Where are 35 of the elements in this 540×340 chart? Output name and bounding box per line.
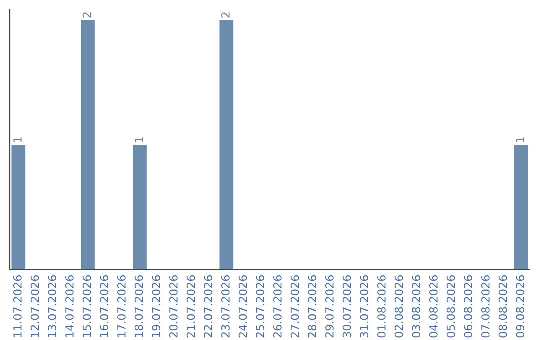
x-tick-label: 30.07.2026 bbox=[342, 276, 352, 338]
x-tick-label: 20.07.2026 bbox=[169, 276, 178, 338]
x-tick-label: 04.08.2026 bbox=[429, 276, 438, 338]
x-tick-label: 01.08.2026 bbox=[377, 276, 386, 338]
x-tick-label: 09.08.2026 bbox=[516, 276, 525, 338]
x-tick-label: 27.07.2026 bbox=[290, 276, 300, 338]
x-tick-label: 25.07.2026 bbox=[256, 276, 265, 338]
data-label: 2 bbox=[221, 12, 230, 18]
x-tick-label: 02.08.2026 bbox=[394, 276, 404, 338]
x-tick-label: 11.07.2026 bbox=[13, 276, 22, 338]
x-tick-label: 05.08.2026 bbox=[446, 276, 456, 338]
x-tick-label: 03.08.2026 bbox=[412, 276, 421, 338]
x-tick-label: 26.07.2026 bbox=[273, 276, 282, 338]
data-label: 1 bbox=[14, 138, 22, 142]
x-tick-label: 07.08.2026 bbox=[481, 276, 490, 338]
x-tick-label: 12.07.2026 bbox=[30, 276, 40, 338]
x-tick-label: 13.07.2026 bbox=[48, 276, 57, 338]
x-tick-label: 21.07.2026 bbox=[186, 276, 196, 338]
x-tick-label: 06.08.2026 bbox=[464, 276, 473, 338]
data-label: 1 bbox=[134, 138, 144, 142]
x-tick-label: 15.07.2026 bbox=[82, 276, 92, 338]
x-tick-label: 16.07.2026 bbox=[100, 276, 109, 338]
x-tick-label: 28.07.2026 bbox=[308, 276, 317, 338]
x-tick-label: 18.07.2026 bbox=[134, 276, 144, 338]
x-tick-label: 23.07.2026 bbox=[221, 276, 230, 338]
x-tick-label: 22.07.2026 bbox=[204, 276, 213, 338]
data-label: 2 bbox=[82, 12, 92, 18]
x-tick-label: 24.07.2026 bbox=[238, 276, 248, 338]
x-tick-label: 17.07.2026 bbox=[117, 276, 126, 338]
data-label: 1 bbox=[516, 138, 524, 142]
x-tick-label: 14.07.2026 bbox=[65, 276, 74, 338]
x-tick-label: 31.07.2026 bbox=[360, 276, 369, 338]
x-tick-label: 08.08.2026 bbox=[498, 276, 508, 338]
x-tick-label: 29.07.2026 bbox=[325, 276, 334, 338]
x-tick-label: 19.07.2026 bbox=[152, 276, 161, 338]
